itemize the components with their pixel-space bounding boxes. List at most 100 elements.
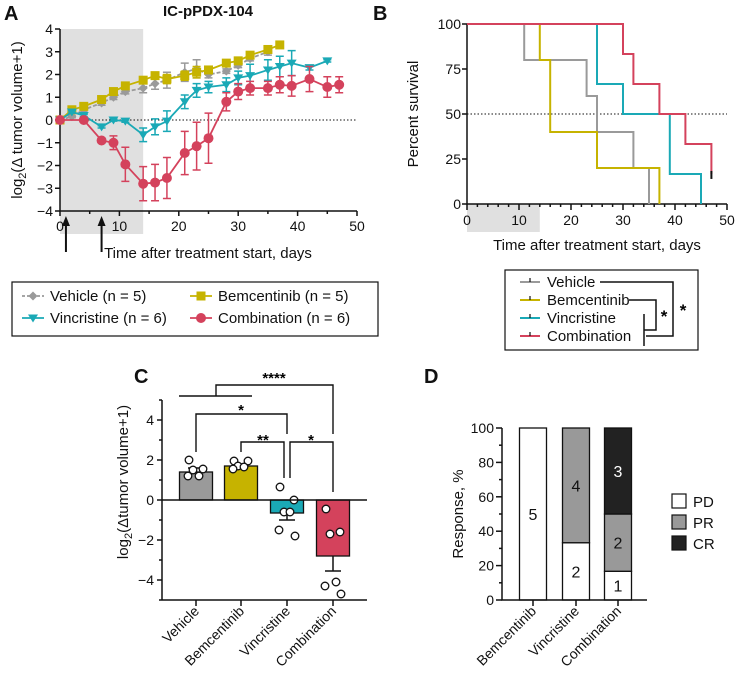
panel-c-ylabel: log2(Δtumor volume+1)	[115, 405, 135, 559]
data-point-combination	[161, 173, 172, 184]
data-point-vincristine	[179, 98, 190, 107]
data-point-bemcentinib	[221, 58, 231, 68]
y-tick-label: 0	[453, 196, 461, 212]
data-point-combination	[108, 137, 119, 148]
y-tick-label: −2	[138, 532, 154, 548]
legend-n-label: (n = 5)	[305, 288, 349, 305]
x-tick-label: 0	[56, 218, 64, 234]
data-point-bemcentinib	[79, 101, 89, 111]
data-point	[198, 464, 208, 474]
y-tick-label: 50	[445, 106, 461, 122]
data-point-vincristine	[203, 83, 214, 92]
y-tick-label: 2	[146, 452, 154, 468]
data-point-bemcentinib	[180, 71, 190, 81]
panel-b-xlabel: Time after treatment start, days	[493, 237, 701, 254]
data-point-vincristine	[286, 59, 297, 68]
segment-count-label: 5	[529, 507, 538, 524]
significance-label: ****	[262, 370, 286, 387]
data-point	[275, 482, 285, 492]
x-tick-label: 20	[171, 218, 187, 234]
data-point-bemcentinib	[192, 67, 202, 77]
legend-series-name: Vehicle	[50, 288, 98, 305]
segment-count-label: 4	[572, 478, 581, 495]
y-tick-label: 75	[445, 61, 461, 77]
data-point	[320, 581, 330, 591]
bar-segment-cr	[603, 427, 633, 515]
data-point-combination	[262, 83, 273, 94]
legend-item-pr: PR	[671, 514, 714, 532]
segment-count-label: 1	[614, 579, 623, 596]
bar-segment-pr	[561, 427, 591, 544]
y-tick-label: 40	[478, 523, 494, 539]
segment-count-label: 3	[614, 464, 623, 481]
x-tick-label: 40	[290, 218, 306, 234]
y-tick-label: 0	[486, 592, 494, 608]
survival-curve-combination	[467, 23, 713, 174]
data-point	[183, 471, 193, 481]
x-tick-label: Vehicle	[159, 603, 202, 646]
legend-label: Vincristine	[547, 310, 616, 327]
legend-item-combination: Combination	[520, 328, 631, 345]
panel-a-ylabel: log2(Δ tumor volume+1)	[9, 41, 29, 198]
significance-star-inner: *	[661, 307, 668, 326]
x-tick-label: 20	[563, 212, 579, 228]
significance-label: **	[257, 432, 269, 449]
x-tick-label: 0	[463, 212, 471, 228]
data-point-vincristine	[138, 131, 149, 140]
y-tick-label: 0	[146, 492, 154, 508]
significance-label: *	[308, 432, 314, 449]
significance-star-outer: *	[680, 301, 687, 320]
y-tick-label: 4	[45, 21, 53, 37]
legend-label: Combination (n = 6)	[218, 310, 350, 327]
data-point-combination	[138, 178, 149, 189]
x-tick-label: 30	[615, 212, 631, 228]
dosing-arrow-icon	[61, 216, 70, 226]
data-point-combination	[245, 83, 256, 94]
data-point-vincristine	[274, 63, 285, 72]
y-tick-label: −4	[37, 203, 53, 219]
legend-n-label: (n = 6)	[306, 310, 350, 327]
legend-label: Bemcentinib	[547, 292, 630, 309]
data-point	[321, 504, 331, 514]
y-tick-label: 0	[45, 112, 53, 128]
data-point-combination	[322, 82, 333, 93]
data-point-vincristine	[221, 81, 232, 90]
y-tick-label: 4	[146, 412, 154, 428]
error-bar	[325, 556, 341, 572]
data-point	[336, 589, 346, 599]
data-point-bemcentinib	[275, 40, 285, 50]
legend-item-bemcentinib: Bemcentinib	[520, 292, 630, 309]
data-point-combination	[286, 80, 297, 91]
data-point-vincristine	[161, 117, 172, 126]
treatment-window-shade	[467, 204, 540, 232]
data-point-bemcentinib	[120, 81, 130, 91]
data-point-combination	[334, 79, 345, 90]
data-point-combination	[120, 159, 131, 170]
x-tick-label: 50	[719, 212, 735, 228]
data-point-combination	[179, 147, 190, 158]
legend-item-combination: Combination (n = 6)	[190, 310, 350, 327]
data-point-bemcentinib	[233, 56, 243, 66]
legend-label: Vehicle	[547, 274, 595, 291]
data-point	[274, 525, 284, 535]
legend-box	[504, 269, 699, 351]
significance-label: *	[238, 402, 244, 419]
legend-marker-bemcentinib	[196, 291, 206, 301]
legend-n-label: (n = 6)	[123, 310, 167, 327]
y-tick-label: 2	[45, 67, 53, 83]
y-tick-label: 80	[478, 454, 494, 470]
legend-item-vehicle: Vehicle (n = 5)	[22, 288, 146, 305]
panel-c-letter: C	[134, 366, 148, 388]
data-point-combination	[55, 115, 65, 125]
y-tick-label: 100	[438, 16, 462, 32]
data-point-combination	[78, 115, 89, 125]
legend-item-cr: CR	[671, 535, 715, 553]
legend-marker-vehicle	[28, 291, 38, 301]
legend-label: Vincristine (n = 6)	[50, 310, 167, 327]
legend-label: Bemcentinib (n = 5)	[218, 288, 349, 305]
data-point-vincristine	[108, 116, 119, 125]
data-point-combination	[150, 177, 161, 188]
legend-item-vehicle: Vehicle	[520, 274, 595, 291]
legend-series-name: Vincristine	[50, 310, 119, 327]
